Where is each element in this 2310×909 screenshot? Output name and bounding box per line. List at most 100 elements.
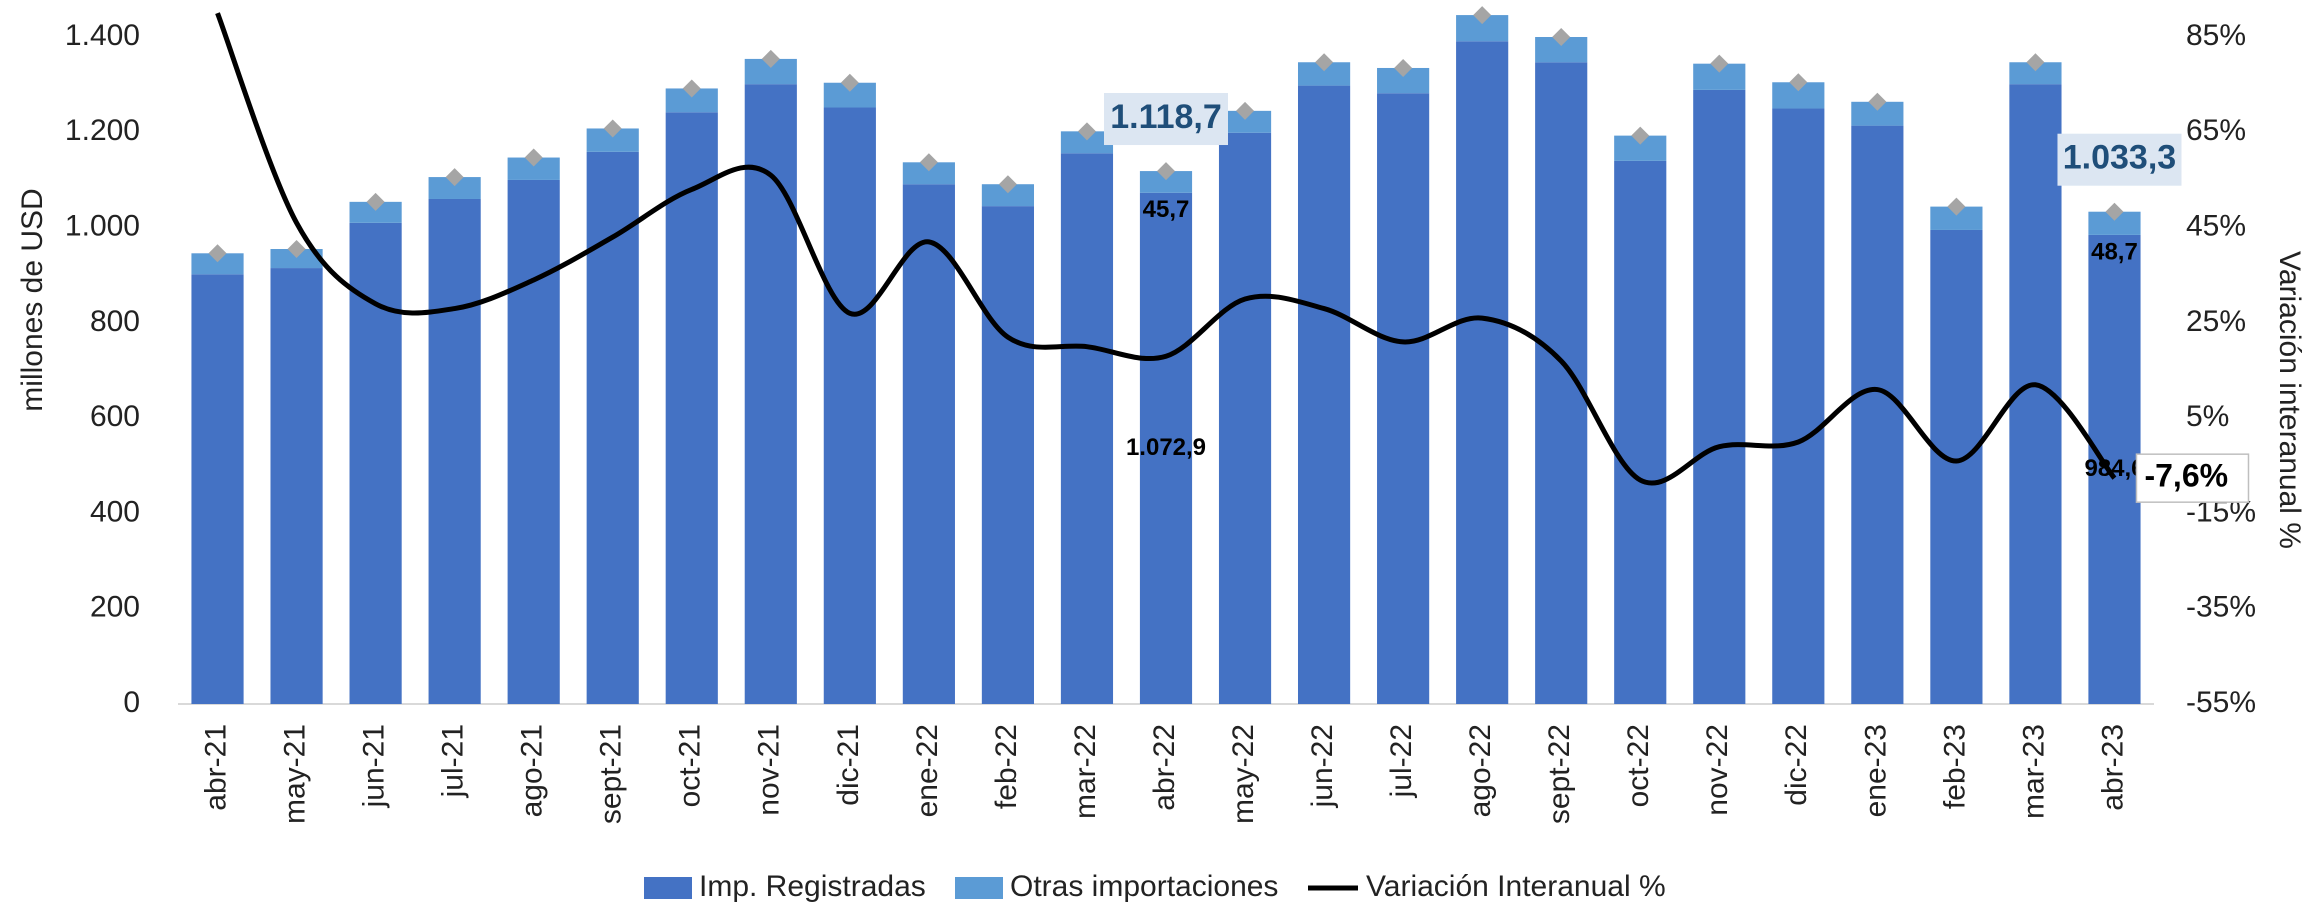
bar <box>1139 192 1193 704</box>
bar <box>1297 62 1351 86</box>
x-tick-label: dic-22 <box>1780 724 1813 806</box>
bar <box>1377 93 1430 705</box>
total-marker <box>287 240 306 259</box>
bar <box>2009 62 2062 85</box>
x-tick-label: feb-22 <box>990 724 1023 809</box>
x-tick-label: mar-23 <box>2017 724 2050 819</box>
total-marker <box>1157 162 1175 181</box>
y-tick-label: 400 <box>90 495 140 528</box>
bar <box>428 198 481 704</box>
bar <box>1930 206 1983 230</box>
bar <box>1139 171 1193 193</box>
x-tick-label: may-22 <box>1227 724 1260 824</box>
x-tick-label: may-21 <box>278 724 311 824</box>
total-marker <box>2105 202 2124 221</box>
x-tick-label: jul-21 <box>437 724 470 798</box>
y-axis-title: millones de USD <box>16 188 49 411</box>
bar <box>1456 41 1509 705</box>
x-tick-label: abr-23 <box>2096 724 2129 811</box>
x-tick-label: jun-21 <box>358 724 391 808</box>
x-tick-label: mar-22 <box>1069 724 1102 819</box>
x-tick-label: nov-22 <box>1701 724 1734 816</box>
annotation-box <box>2057 133 2182 186</box>
bar <box>191 274 244 704</box>
line <box>215 12 2117 486</box>
total-marker <box>761 49 780 68</box>
bar <box>507 157 560 180</box>
bar <box>1060 153 1114 705</box>
x-tick-label: oct-22 <box>1622 724 1655 807</box>
y-tick-label: 1.400 <box>65 19 140 52</box>
bar <box>270 249 323 269</box>
bar <box>1218 110 1272 133</box>
bar <box>428 177 481 199</box>
y-tick-label: 0 <box>123 686 140 719</box>
y-tick-label: 600 <box>90 400 140 433</box>
total-marker <box>445 168 464 187</box>
label-box <box>2135 453 2250 503</box>
x-tick-label: ago-21 <box>516 724 549 817</box>
total-marker <box>2026 53 2045 72</box>
bar <box>1693 89 1746 705</box>
total-marker <box>840 73 859 92</box>
x-tick-label: ago-22 <box>1464 724 1497 817</box>
total-marker <box>1315 53 1334 72</box>
x-tick-label: ene-23 <box>1859 724 1892 817</box>
total-marker <box>919 153 938 172</box>
bar <box>1930 229 1983 705</box>
data-label: -7,6% <box>2144 458 2228 494</box>
x-tick-label: abr-22 <box>1148 724 1181 811</box>
x-tick-label: sept-21 <box>595 724 628 824</box>
total-marker <box>1868 92 1887 111</box>
y2-axis-title: Variación interanual % <box>2273 251 2306 549</box>
x-tick-label: jul-22 <box>1385 724 1418 798</box>
legend-label: Otras importaciones <box>1010 870 1278 903</box>
total-marker <box>1631 126 1650 145</box>
total-marker <box>208 244 227 263</box>
total-marker <box>1947 197 1966 216</box>
annotation-box <box>1104 93 1228 146</box>
legend-label: Variación Interanual % <box>1366 870 1666 903</box>
bar <box>1060 131 1114 154</box>
bar <box>270 268 323 704</box>
bar <box>823 107 876 705</box>
total-marker <box>1394 58 1413 77</box>
bar <box>902 184 955 704</box>
y2-tick-label: -55% <box>2186 686 2256 719</box>
bar <box>981 206 1035 704</box>
legend-label: Imp. Registradas <box>699 870 926 903</box>
bar <box>1772 108 1825 704</box>
x-tick-label: nov-21 <box>753 724 786 816</box>
x-tick-label: oct-21 <box>674 724 707 807</box>
total-marker <box>524 148 543 167</box>
total-marker <box>998 175 1017 194</box>
bar <box>2088 211 2141 235</box>
bar <box>665 112 718 705</box>
y2-tick-label: 85% <box>2186 19 2246 52</box>
x-tick-label: abr-21 <box>199 724 232 811</box>
x-tick-label: dic-21 <box>832 724 865 806</box>
bar <box>1218 132 1272 704</box>
x-tick-label: ene-22 <box>911 724 944 817</box>
y2-tick-label: 5% <box>2186 400 2229 433</box>
total-marker <box>682 79 701 98</box>
total-marker <box>1789 73 1808 92</box>
bar <box>191 253 244 275</box>
bar <box>586 151 639 705</box>
x-tick-label: sept-22 <box>1543 724 1576 824</box>
y2-tick-label: 45% <box>2186 209 2246 242</box>
bar <box>981 184 1035 207</box>
total-marker <box>603 119 622 138</box>
y-tick-label: 1.200 <box>65 114 140 147</box>
legend-swatch <box>644 877 692 899</box>
y2-tick-label: 65% <box>2186 114 2246 147</box>
y-tick-label: 200 <box>90 591 140 624</box>
bar <box>349 201 402 223</box>
bar <box>665 88 718 113</box>
total-marker <box>1473 6 1492 25</box>
bar <box>1851 125 1904 704</box>
bar <box>1851 101 1904 126</box>
annotation: 1.118,7 <box>1110 98 1222 136</box>
data-label: 48,7 <box>2091 238 2138 265</box>
